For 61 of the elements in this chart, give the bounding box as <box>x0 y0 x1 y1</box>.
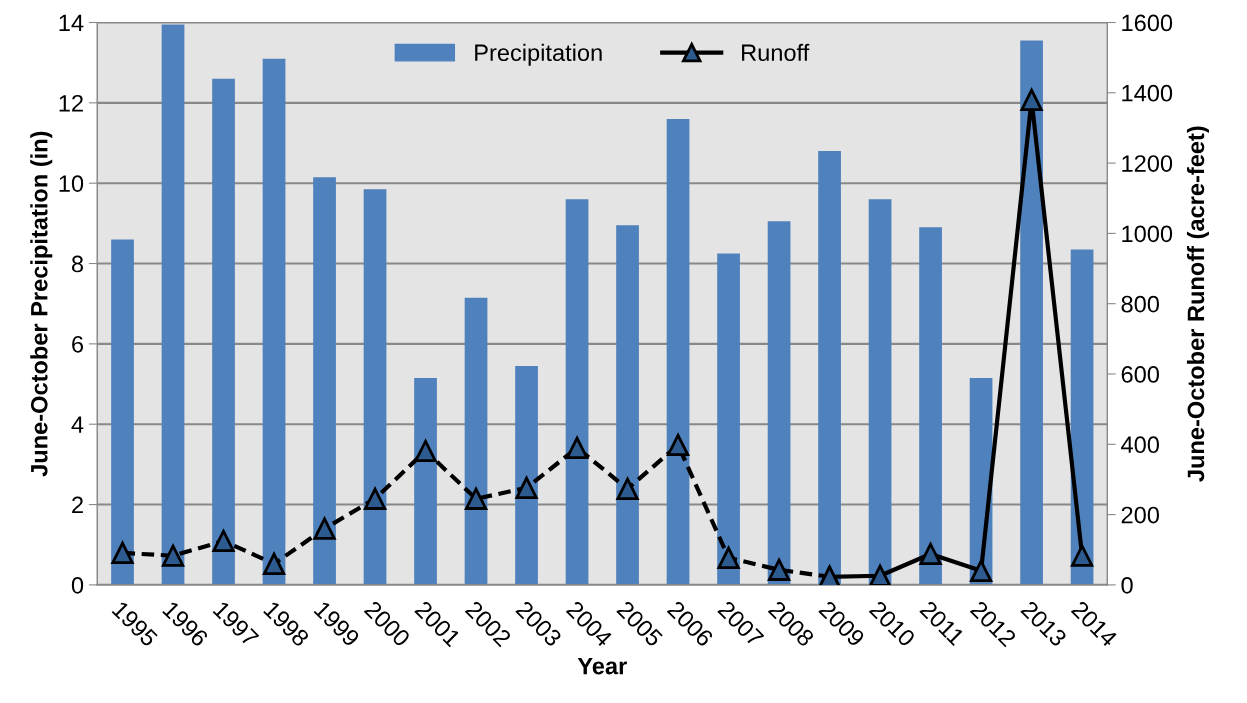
bar <box>818 151 841 585</box>
bar <box>616 225 639 585</box>
bar <box>565 199 589 585</box>
point <box>868 564 892 585</box>
y-tick-label: 0 <box>71 576 84 594</box>
point <box>1020 88 1043 111</box>
y-tick-label: 14 <box>59 14 84 32</box>
y2-tick-label: 0 <box>1121 576 1133 594</box>
x-axis-title: Year <box>577 657 627 675</box>
point <box>818 565 841 585</box>
point <box>616 477 639 501</box>
point <box>262 552 286 575</box>
bar <box>161 24 185 585</box>
y-tick-label: 8 <box>71 255 84 273</box>
y-tick-label: 6 <box>72 335 84 353</box>
y2-tick-label: 400 <box>1121 436 1159 454</box>
y2-tick-label: 1200 <box>1122 155 1173 172</box>
point <box>565 436 589 459</box>
point <box>767 558 791 581</box>
y-tick-label: 10 <box>59 175 84 192</box>
bar <box>717 253 740 585</box>
bar <box>767 221 791 585</box>
bar <box>919 227 942 585</box>
point <box>111 541 134 565</box>
point <box>1070 544 1094 567</box>
point <box>312 515 337 540</box>
y-axis-title: June-October Precipitation (in) <box>30 131 53 477</box>
bar <box>363 189 387 585</box>
bar <box>111 239 134 585</box>
y2-axis-title: June-October Runoff (acre-feet) <box>1186 126 1209 482</box>
y-tick-label: 2 <box>72 496 83 514</box>
y2-tick-label: 200 <box>1121 506 1159 524</box>
bar <box>313 177 336 585</box>
bar <box>414 378 437 585</box>
y2-tick-label: 600 <box>1121 366 1159 383</box>
point <box>515 476 538 499</box>
bar <box>515 365 538 585</box>
point <box>969 559 993 582</box>
bar <box>1020 40 1043 585</box>
bar <box>212 78 235 585</box>
point <box>464 487 488 510</box>
y-tick-label: 12 <box>59 94 83 112</box>
x-tick-label: 1997 <box>212 600 260 648</box>
legend-label: Precipitation <box>475 43 602 66</box>
point <box>414 439 437 463</box>
bar <box>868 199 892 585</box>
y-tick-label: 4 <box>71 416 84 433</box>
point <box>212 529 235 553</box>
bar <box>262 58 286 585</box>
bar <box>666 118 690 585</box>
y2-tick-label: 1600 <box>1122 14 1173 32</box>
y2-tick-label: 1400 <box>1122 84 1173 102</box>
legend-label: Runoff <box>742 43 810 62</box>
point <box>161 544 185 567</box>
point <box>363 487 387 510</box>
y2-tick-label: 1000 <box>1122 225 1173 243</box>
bar <box>464 297 488 585</box>
point <box>717 546 740 569</box>
point <box>919 542 942 566</box>
point <box>666 433 690 457</box>
y2-tick-label: 800 <box>1121 295 1159 313</box>
